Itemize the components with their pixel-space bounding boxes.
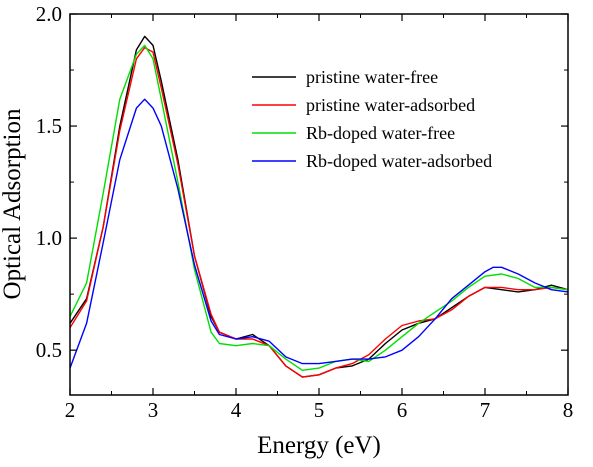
x-tick-label: 2 (65, 398, 76, 422)
x-tick-label: 8 (563, 398, 574, 422)
x-tick-label: 3 (148, 398, 159, 422)
x-tick-label: 7 (480, 398, 491, 422)
series-line-4 (69, 98, 569, 369)
legend-label: pristine water-adsorbed (306, 95, 475, 115)
legend-item: Rb-doped water-free (252, 123, 455, 143)
y-axis-title: Optical Adsorption (0, 108, 26, 299)
y-tick-label: 1.0 (36, 226, 62, 250)
x-tick-label: 6 (397, 398, 408, 422)
legend-label: pristine water-free (306, 67, 438, 87)
series-line-3 (69, 44, 569, 371)
legend-label: Rb-doped water-free (306, 123, 455, 143)
x-tick-label: 4 (231, 398, 242, 422)
legend-item: pristine water-free (252, 67, 438, 87)
x-tick-label: 5 (314, 398, 325, 422)
legend-item: Rb-doped water-adsorbed (252, 151, 492, 171)
y-tick-label: 0.5 (36, 338, 62, 362)
y-tick-label: 1.5 (36, 114, 62, 138)
x-axis-title: Energy (eV) (257, 432, 381, 459)
series-line-1 (69, 35, 569, 378)
y-tick-label: 2.0 (36, 2, 62, 26)
legend: pristine water-free pristine water-adsorb… (252, 67, 492, 171)
legend-label: Rb-doped water-adsorbed (306, 151, 492, 171)
y-axis-ticks: 0.5 1.0 1.5 2.0 (36, 2, 568, 362)
x-axis-ticks: 2 3 4 5 6 7 8 (65, 14, 574, 422)
legend-item: pristine water-adsorbed (252, 95, 475, 115)
plot-series-group (69, 35, 569, 378)
